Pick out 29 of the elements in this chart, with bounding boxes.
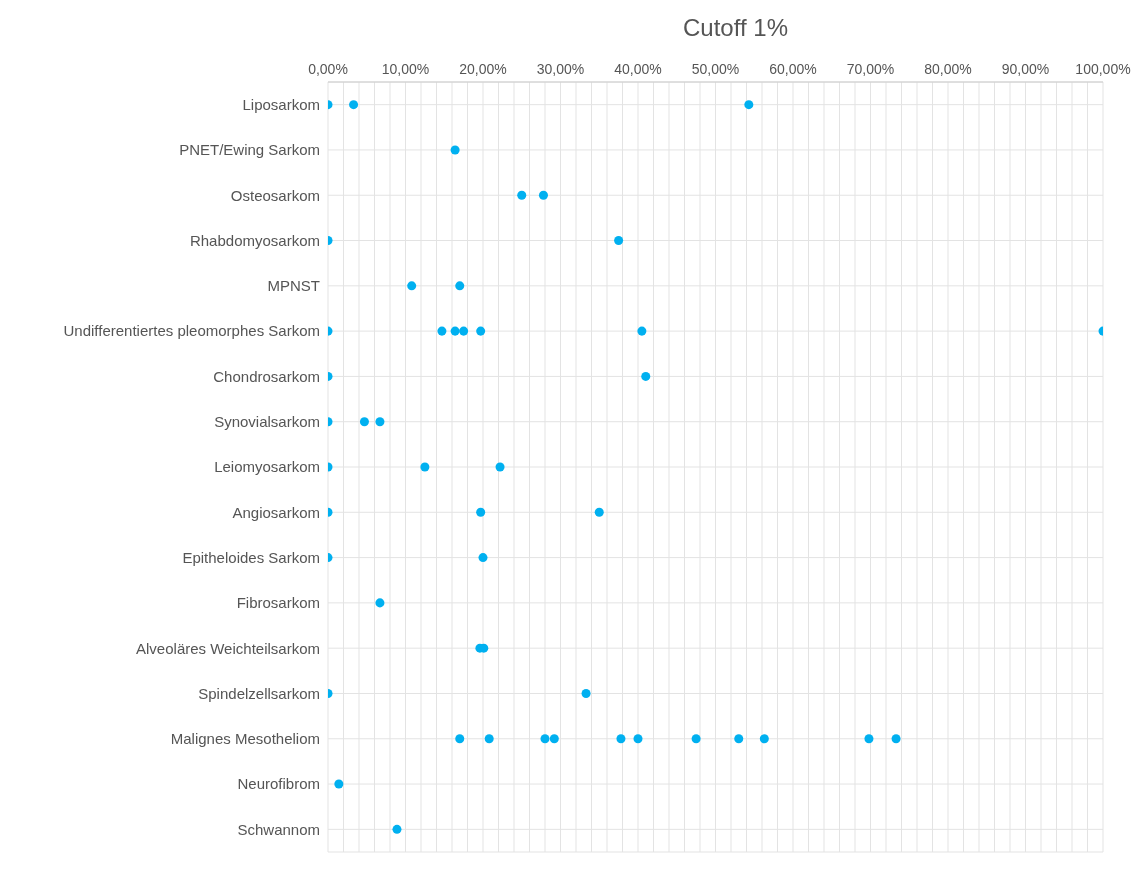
- x-tick-label: 90,00%: [1001, 61, 1050, 77]
- x-tick-label: 50,00%: [691, 61, 740, 77]
- y-tick-label: Spindelzellsarkom: [198, 684, 320, 702]
- y-tick-label: Synovialsarkom: [214, 413, 320, 431]
- x-tick-label: 10,00%: [381, 61, 430, 77]
- x-tick-label: 80,00%: [924, 61, 972, 77]
- x-tick-label: 40,00%: [614, 61, 662, 77]
- y-tick-label: Alveoläres Weichteilsarkom: [136, 639, 320, 657]
- y-tick-label: Undifferentiertes pleomorphes Sarkom: [63, 322, 320, 340]
- y-tick-label: Osteosarkom: [230, 186, 320, 204]
- x-tick-label: 0,00%: [308, 61, 348, 77]
- x-tick-label: 20,00%: [459, 61, 507, 77]
- y-tick-label: Liposarkom: [242, 95, 320, 113]
- chart-title: Cutoff 1%: [682, 14, 789, 42]
- y-tick-label: Chondrosarkom: [213, 367, 320, 385]
- y-tick-label: Leiomyosarkom: [214, 458, 320, 476]
- x-tick-label: 60,00%: [769, 61, 817, 77]
- x-tick-label: 70,00%: [846, 61, 895, 77]
- x-tick-label: 100,00%: [1075, 61, 1131, 77]
- y-tick-label: Epitheloides Sarkom: [182, 548, 320, 566]
- y-tick-label: Malignes Mesotheliom: [170, 730, 320, 748]
- y-tick-label: Rhabdomyosarkom: [189, 231, 320, 249]
- y-tick-label: MPNST: [267, 277, 320, 295]
- x-tick-label: 30,00%: [536, 61, 585, 77]
- y-tick-label: Schwannom: [237, 820, 320, 838]
- y-tick-label: Fibrosarkom: [236, 594, 320, 612]
- y-tick-label: PNET/Ewing Sarkom: [179, 141, 320, 159]
- y-tick-label: Neurofibrom: [237, 775, 320, 793]
- y-tick-label: Angiosarkom: [232, 503, 320, 521]
